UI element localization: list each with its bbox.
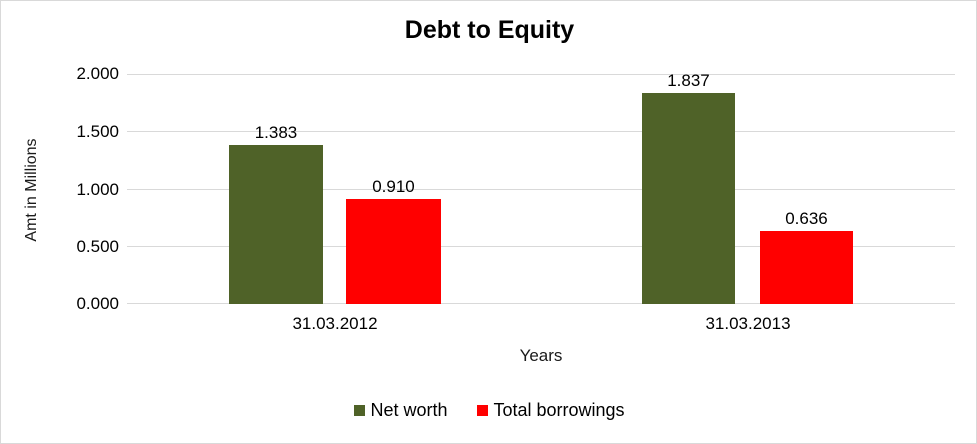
y-axis-title: Amt in Millions	[23, 138, 40, 242]
y-axis-tick-label: 1.500	[76, 122, 119, 141]
y-axis-tick-label: 0.500	[76, 237, 119, 256]
bar-value-label-net-worth-2013: 1.837	[667, 71, 710, 90]
gridline	[127, 131, 955, 132]
chart-legend: Net worth Total borrowings	[1, 400, 976, 420]
bar-value-label-total-borrowings-2013: 0.636	[785, 209, 828, 228]
x-axis-category-label-2013: 31.03.2013	[705, 314, 791, 333]
x-axis-title: Years	[519, 346, 563, 365]
legend-item-label: Net worth	[370, 400, 448, 420]
legend-item-total-borrowings[interactable]: Total borrowings	[477, 400, 625, 420]
gridline	[127, 189, 955, 190]
legend-swatch-icon	[477, 404, 489, 416]
bar-net-worth-2013[interactable]	[642, 92, 735, 304]
y-axis-tick-labels: 2.000 1.500 1.000 0.500 0.000	[47, 1, 119, 443]
bar-value-label-net-worth-2012: 1.383	[254, 123, 298, 142]
chart-title: Debt to Equity	[404, 16, 575, 44]
bar-total-borrowings-2012[interactable]	[346, 199, 441, 304]
legend-item-net-worth[interactable]: Net worth	[354, 400, 447, 420]
x-axis-category-label-2012: 31.03.2012	[292, 314, 378, 333]
gridline	[127, 303, 955, 304]
y-axis-tick-label: 0.000	[76, 294, 119, 313]
plot-area: 1.383 0.910 1.837 0.636	[127, 71, 955, 304]
bar-net-worth-2012[interactable]	[229, 145, 323, 304]
legend-swatch-icon	[354, 404, 366, 416]
y-axis-tick-label: 2.000	[76, 64, 119, 83]
y-axis-tick-label: 1.000	[76, 180, 119, 199]
gridline	[127, 246, 955, 247]
gridline	[127, 74, 955, 75]
legend-item-label: Total borrowings	[493, 400, 625, 420]
bar-total-borrowings-2013[interactable]	[760, 230, 853, 304]
bar-value-label-total-borrowings-2012: 0.910	[372, 177, 415, 196]
